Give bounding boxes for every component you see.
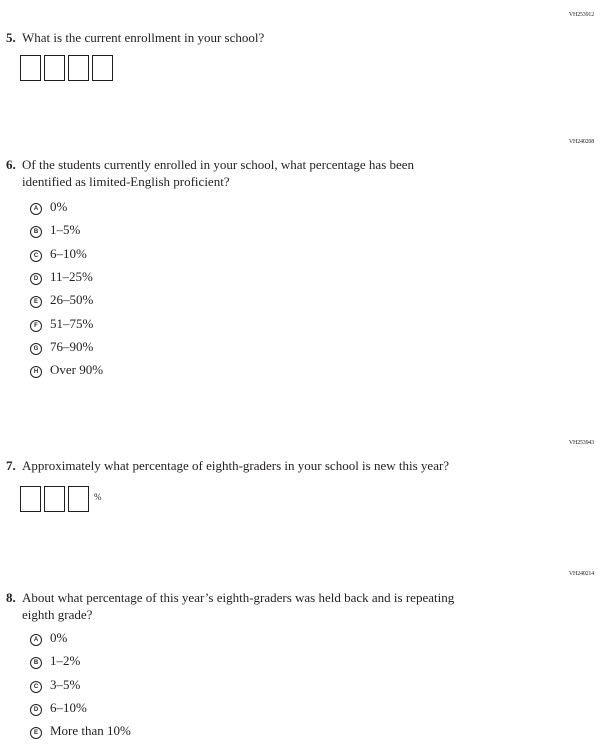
option-label: 1–2%: [50, 653, 81, 669]
question-id: VH253912: [568, 12, 594, 18]
digit-box[interactable]: [68, 486, 89, 512]
question-number: 6.: [6, 157, 16, 172]
digit-box[interactable]: [20, 55, 41, 81]
question-text-line2: identified as limited-English proficient…: [22, 174, 230, 189]
radio-bubble-icon[interactable]: A: [30, 203, 42, 215]
option-label: More than 10%: [50, 723, 131, 739]
option-label: 3–5%: [50, 676, 81, 692]
option-label: 0%: [50, 630, 68, 645]
question-id: VH240208: [568, 139, 594, 145]
digit-box[interactable]: [68, 55, 89, 81]
question-text: Approximately what percentage of eighth-…: [22, 458, 450, 473]
answer-option[interactable]: H Over 90%: [30, 362, 104, 379]
digit-box[interactable]: [44, 55, 65, 81]
enrollment-input[interactable]: [20, 55, 116, 81]
radio-bubble-icon[interactable]: B: [30, 657, 42, 670]
new-students-percent-input[interactable]: %: [20, 486, 102, 512]
radio-bubble-icon[interactable]: D: [30, 703, 42, 716]
option-label: 26–50%: [50, 292, 94, 308]
option-label: 0%: [50, 199, 68, 214]
option-label: 11–25%: [50, 268, 93, 284]
option-label: Over 90%: [50, 362, 104, 378]
answer-option[interactable]: E More than 10%: [30, 723, 131, 740]
question-number: 7.: [6, 458, 16, 473]
radio-bubble-icon[interactable]: E: [30, 296, 42, 309]
percent-unit: %: [94, 492, 102, 502]
option-label: 6–10%: [50, 699, 87, 715]
radio-bubble-icon[interactable]: C: [30, 249, 42, 262]
question-text: About what percentage of this year’s eig…: [22, 590, 455, 605]
answer-option[interactable]: D 6–10%: [30, 700, 87, 716]
radio-bubble-icon[interactable]: H: [30, 366, 42, 379]
question-8: 8. About what percentage of this year’s e…: [6, 589, 526, 623]
option-label: 6–10%: [50, 245, 87, 261]
radio-bubble-icon[interactable]: G: [30, 342, 42, 355]
digit-box[interactable]: [20, 486, 41, 512]
question-text: Of the students currently enrolled in yo…: [22, 157, 415, 172]
question-7: 7. Approximately what percentage of eight…: [6, 457, 526, 474]
answer-option[interactable]: B 1–5%: [30, 222, 81, 239]
question-5: 5. What is the current enrollment in your…: [6, 29, 526, 46]
answer-option[interactable]: F 51–75%: [30, 316, 93, 332]
answer-option[interactable]: G 76–90%: [30, 339, 93, 355]
answer-option[interactable]: A 0%: [30, 630, 67, 646]
radio-bubble-icon[interactable]: F: [30, 319, 42, 332]
option-label: 1–5%: [50, 222, 81, 238]
digit-box[interactable]: [92, 55, 113, 81]
answer-option[interactable]: B 1–2%: [30, 653, 81, 670]
answer-option[interactable]: C 6–10%: [30, 246, 87, 262]
radio-bubble-icon[interactable]: D: [30, 272, 42, 285]
answer-option[interactable]: A 0%: [30, 199, 67, 215]
question-text: What is the current enrollment in your s…: [22, 30, 265, 45]
question-number: 5.: [6, 30, 16, 45]
question-text-line2: eighth grade?: [22, 607, 93, 622]
radio-bubble-icon[interactable]: B: [30, 226, 42, 239]
option-label: 76–90%: [50, 338, 94, 354]
radio-bubble-icon[interactable]: C: [30, 680, 42, 693]
question-6: 6. Of the students currently enrolled in …: [6, 156, 526, 190]
radio-bubble-icon[interactable]: A: [30, 634, 42, 646]
question-number: 8.: [6, 590, 16, 605]
answer-option[interactable]: D 11–25%: [30, 269, 93, 285]
question-id: VH240214: [568, 571, 594, 577]
digit-box[interactable]: [44, 486, 65, 512]
question-id: VH253943: [568, 440, 594, 446]
answer-option[interactable]: E 26–50%: [30, 292, 94, 309]
option-label: 51–75%: [50, 315, 94, 331]
answer-option[interactable]: C 3–5%: [30, 677, 80, 693]
radio-bubble-icon[interactable]: E: [30, 727, 42, 740]
